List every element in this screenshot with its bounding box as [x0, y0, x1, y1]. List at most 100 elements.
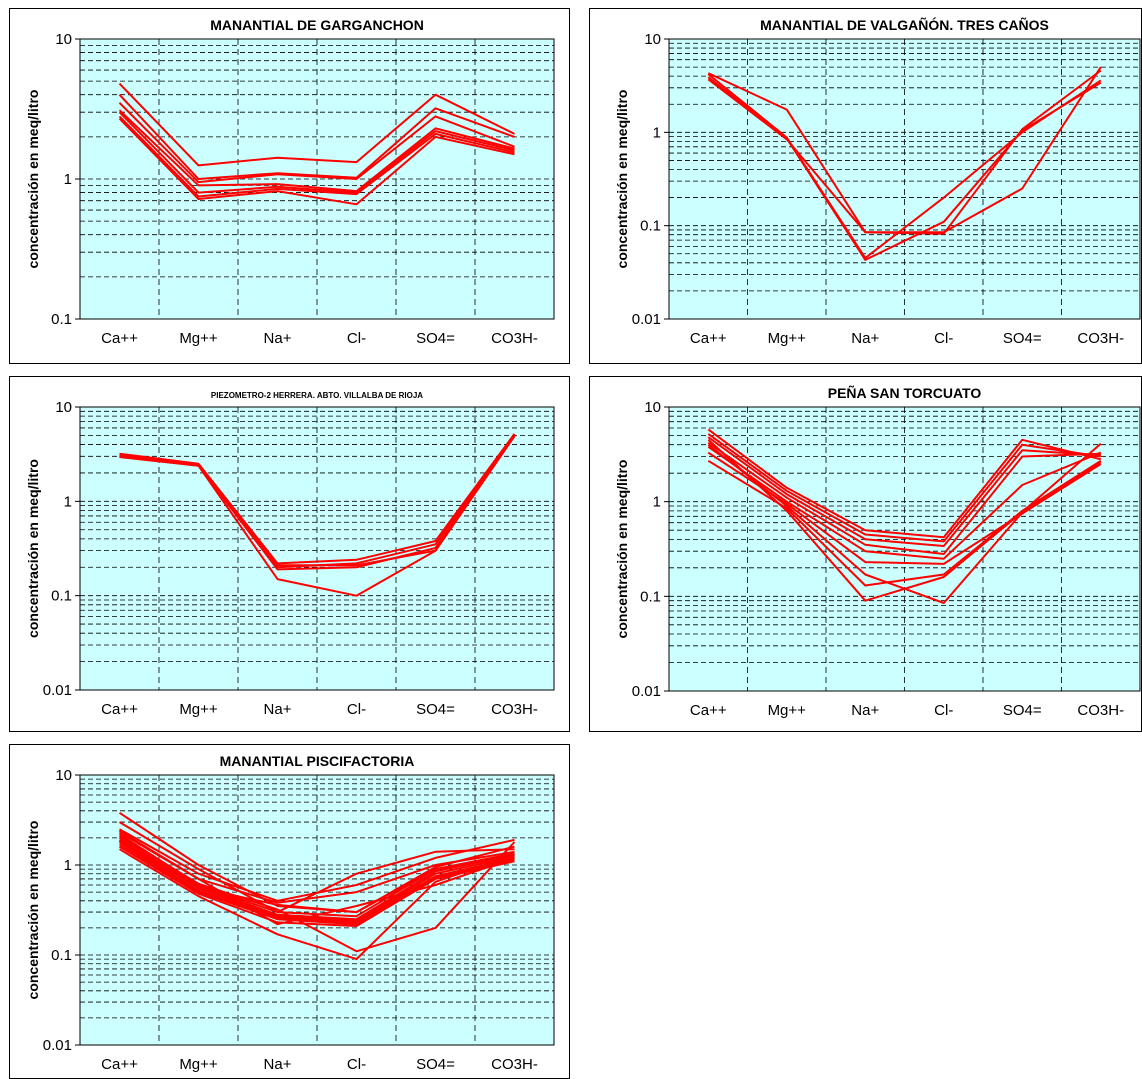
x-tick-label: Na+	[851, 330, 879, 347]
series-line	[118, 841, 515, 924]
series-line	[118, 82, 515, 167]
y-axis-label: concentración en meq/litro	[614, 90, 630, 269]
y-tick-label: 1	[64, 171, 72, 188]
y-tick-label: 10	[55, 31, 72, 48]
series-line	[707, 428, 1102, 539]
series-line	[118, 94, 515, 180]
series-line	[707, 445, 1102, 560]
x-tick-label: SO4=	[416, 1056, 455, 1073]
chart-svg: 0.1 1 10 Ca++ Mg++ Na+ Cl- SO4= CO3H- MANANTIAL D…	[25, 17, 555, 347]
x-tick-label: Ca++	[690, 702, 727, 719]
x-tick-label: Ca++	[101, 330, 138, 347]
y-tick-label: 10	[55, 767, 72, 784]
series-line	[119, 434, 516, 597]
plot-frame	[668, 406, 1141, 692]
x-tick-label: Cl-	[347, 1056, 366, 1073]
x-tick-label: Cl-	[934, 702, 953, 719]
series-line	[118, 102, 515, 184]
series-line	[118, 845, 515, 927]
x-tick-label: Cl-	[934, 330, 953, 347]
x-tick-label: Mg++	[768, 702, 807, 719]
series-line	[118, 829, 515, 926]
series-line	[707, 459, 1102, 587]
gridlines	[80, 39, 554, 319]
series-line	[118, 111, 515, 194]
series-line	[118, 843, 515, 926]
x-tick-label: Na+	[851, 702, 879, 719]
x-tick-label: CO3H-	[491, 701, 538, 718]
chart-svg: 0.01 0.1 1 10 Ca++ Mg++ Na+ Cl- SO4= CO3H- PEÑA SA…	[614, 384, 1141, 719]
chart-panel-piezometro: 0.01 0.1 1 10 Ca++ Mg++ Na+ Cl- SO4= CO3H- PIEZOME…	[9, 376, 570, 732]
x-tick-label: SO4=	[1003, 330, 1042, 347]
series-line	[118, 109, 515, 193]
x-tick-label: Na+	[264, 1056, 292, 1073]
plot-frame	[79, 406, 555, 691]
x-tick-label: Mg++	[179, 330, 218, 347]
y-tick-label: 1	[653, 124, 661, 141]
series-line	[118, 835, 516, 953]
gridlines	[80, 407, 554, 690]
gridlines	[80, 775, 554, 1045]
y-tick-label: 0.01	[43, 682, 72, 699]
chart-panel-pena-san-torcuato: 0.01 0.1 1 10 Ca++ Mg++ Na+ Cl- SO4= CO3H- PEÑA SA…	[589, 376, 1142, 732]
chart-svg: 0.01 0.1 1 10 Ca++ Mg++ Na+ Cl- SO4= CO3H- PIEZOME…	[25, 391, 555, 718]
chart-title: PEÑA SAN TORCUATO	[828, 384, 982, 401]
chart-panel-garganchon: 0.1 1 10 Ca++ Mg++ Na+ Cl- SO4= CO3H- MANANTIAL D…	[9, 8, 570, 364]
x-tick-label: Mg++	[179, 701, 218, 718]
y-tick-label: 1	[653, 494, 661, 511]
y-tick-label: 0.01	[43, 1037, 72, 1054]
x-tick-label: Na+	[264, 701, 292, 718]
x-tick-label: Ca++	[101, 701, 138, 718]
chart-title: MANANTIAL DE VALGAÑÓN. TRES CAÑOS	[760, 16, 1049, 33]
series-line	[118, 117, 515, 206]
y-tick-label: 0.01	[632, 683, 661, 700]
y-axis-label: concentración en meq/litro	[25, 459, 41, 638]
series-line	[119, 828, 515, 902]
y-tick-label: 1	[64, 493, 72, 510]
y-tick-label: 10	[644, 31, 661, 48]
series-line	[118, 840, 515, 914]
y-tick-label: 10	[644, 399, 661, 416]
plot-frame	[79, 774, 555, 1046]
chart-svg: 0.01 0.1 1 10 Ca++ Mg++ Na+ Cl- SO4= CO3H- MANANTI…	[25, 753, 555, 1073]
series-line	[118, 837, 515, 921]
y-tick-label: 0.1	[640, 218, 661, 235]
gridlines	[669, 39, 1140, 319]
series-line	[118, 848, 515, 961]
x-tick-label: Mg++	[179, 1056, 218, 1073]
y-tick-label: 1	[64, 857, 72, 874]
chart-title: PIEZOMETRO-2 HERRERA. ABTO. VILLALBA DE …	[211, 391, 423, 400]
y-tick-label: 0.1	[51, 947, 72, 964]
x-tick-label: SO4=	[416, 330, 455, 347]
chart-panel-valganon: 0.01 0.1 1 10 Ca++ Mg++ Na+ Cl- SO4= CO3H- MANANTI…	[589, 8, 1142, 364]
plot-frame	[668, 38, 1141, 320]
x-tick-label: CO3H-	[491, 1056, 538, 1073]
x-tick-label: Mg++	[768, 330, 807, 347]
x-tick-label: Na+	[264, 330, 292, 347]
y-tick-label: 0.01	[632, 311, 661, 328]
series-line	[707, 436, 1101, 547]
y-axis-label: concentración en meq/litro	[614, 460, 630, 639]
series-line	[707, 433, 1101, 543]
chart-title: MANANTIAL PISCIFACTORIA	[220, 753, 415, 769]
y-tick-label: 0.1	[51, 311, 72, 328]
x-tick-label: Ca++	[690, 330, 727, 347]
x-tick-label: Cl-	[347, 701, 366, 718]
chart-panel-piscifactoria: 0.01 0.1 1 10 Ca++ Mg++ Na+ Cl- SO4= CO3H- MANANTI…	[9, 744, 570, 1079]
y-axis-label: concentración en meq/litro	[25, 90, 41, 269]
y-tick-label: 10	[55, 399, 72, 416]
series-line	[707, 69, 1102, 235]
y-tick-label: 0.1	[640, 588, 661, 605]
y-axis-label: concentración en meq/litro	[25, 821, 41, 1000]
x-tick-label: CO3H-	[491, 330, 538, 347]
chart-title: MANANTIAL DE GARGANCHON	[210, 17, 424, 33]
x-tick-label: Ca++	[101, 1056, 138, 1073]
x-tick-label: Cl-	[347, 330, 366, 347]
x-tick-label: CO3H-	[1077, 330, 1124, 347]
x-tick-label: SO4=	[1003, 702, 1042, 719]
series-line	[118, 115, 515, 198]
y-tick-label: 0.1	[51, 588, 72, 605]
x-tick-label: SO4=	[416, 701, 455, 718]
x-tick-label: CO3H-	[1077, 702, 1124, 719]
chart-svg: 0.01 0.1 1 10 Ca++ Mg++ Na+ Cl- SO4= CO3H- MANANTI…	[614, 16, 1141, 347]
